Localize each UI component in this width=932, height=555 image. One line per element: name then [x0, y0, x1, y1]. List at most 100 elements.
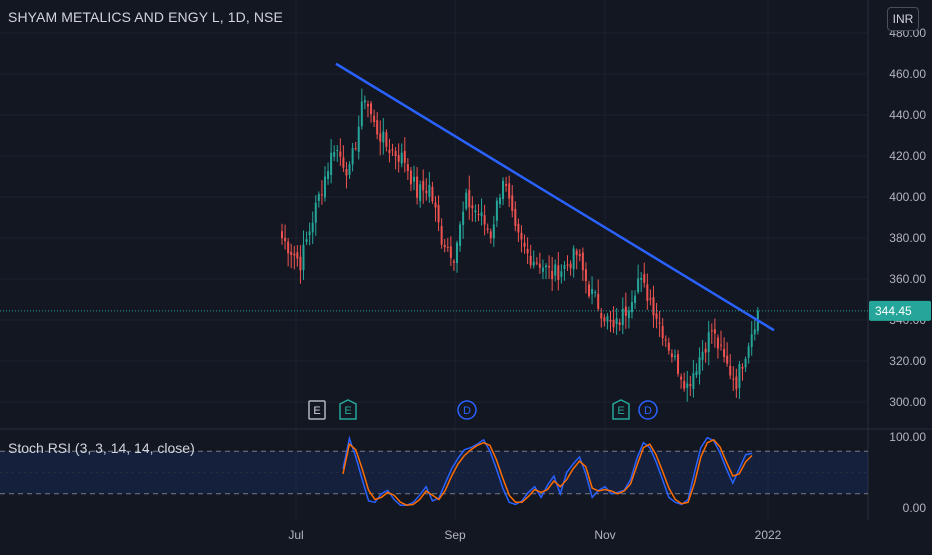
candle-body	[281, 231, 283, 239]
candle-body	[618, 322, 621, 325]
candle	[750, 321, 753, 356]
candle-body	[376, 120, 379, 135]
candle-body	[597, 293, 600, 309]
candle-body	[551, 270, 554, 280]
candle	[474, 204, 477, 222]
candle-body	[474, 210, 477, 213]
candle	[403, 137, 406, 173]
candle	[597, 279, 600, 312]
candle-body	[575, 250, 578, 256]
event-marker: E	[308, 400, 326, 420]
candle	[302, 230, 305, 280]
candle-body	[612, 319, 615, 328]
candle	[452, 259, 455, 271]
candle	[514, 201, 517, 232]
candle-body	[400, 152, 403, 164]
candle	[744, 356, 747, 372]
candles[interactable]	[281, 88, 759, 402]
candle-body	[462, 211, 465, 225]
price-tick-label: 380.00	[889, 231, 926, 245]
candle-body	[634, 295, 637, 304]
candle	[677, 349, 680, 377]
candle-body	[572, 248, 575, 270]
event-label: D	[463, 405, 471, 417]
price-tick-label: 320.00	[889, 354, 926, 368]
candle-body	[287, 241, 290, 254]
candle	[634, 290, 637, 309]
grid	[0, 0, 932, 520]
price-tick-label: 400.00	[889, 190, 926, 204]
event-label: E	[617, 405, 624, 417]
candle-body	[741, 367, 744, 369]
candle	[529, 244, 532, 269]
candle-body	[529, 255, 532, 266]
candle	[296, 245, 299, 267]
candle	[557, 252, 560, 291]
candle-body	[600, 312, 603, 319]
candle-body	[747, 346, 750, 358]
candle	[431, 181, 434, 205]
candle	[434, 196, 437, 222]
candle	[692, 359, 695, 398]
candle-body	[532, 261, 535, 266]
candle-body	[360, 101, 363, 127]
time-tick-label: Jul	[288, 528, 303, 542]
candle	[698, 347, 701, 385]
earnings-icon	[308, 400, 326, 420]
candle-body	[419, 184, 422, 202]
candle-body	[523, 242, 526, 247]
candle	[554, 259, 557, 282]
candle-body	[554, 264, 557, 276]
currency-button[interactable]: INR	[887, 7, 919, 31]
stoch-tick-label: 100.00	[889, 430, 926, 444]
candle-body	[744, 358, 747, 368]
candle	[720, 330, 723, 351]
candle-body	[323, 176, 326, 198]
candle	[483, 204, 486, 236]
stoch-tick-label: 0.00	[903, 501, 927, 515]
candle-body	[440, 226, 443, 245]
indicator-title[interactable]: Stoch RSI (3, 3, 14, 14, close)	[8, 440, 195, 456]
candle	[413, 165, 416, 191]
candle	[578, 249, 581, 262]
candle-body	[560, 271, 563, 277]
candle	[416, 167, 419, 205]
candle	[443, 239, 446, 253]
candle-body	[480, 212, 483, 217]
candle-body	[689, 384, 692, 387]
event-marker: D	[638, 400, 658, 420]
candle	[370, 100, 373, 123]
candle-body	[541, 267, 544, 272]
candle-body	[434, 202, 437, 208]
candle	[523, 234, 526, 254]
last-price-badge	[869, 300, 931, 321]
candle-body	[327, 171, 330, 179]
candle	[664, 335, 667, 348]
candle	[397, 143, 400, 173]
candle	[753, 317, 756, 341]
candle	[584, 262, 587, 294]
candle-body	[698, 357, 701, 375]
candle	[471, 196, 474, 222]
candle	[406, 158, 409, 180]
candle-body	[354, 148, 357, 150]
candle	[603, 314, 606, 327]
candle	[680, 373, 683, 389]
candle-body	[594, 292, 597, 294]
candle	[422, 169, 425, 204]
candle-body	[716, 337, 719, 349]
candle	[468, 175, 471, 220]
candle-body	[704, 348, 707, 353]
candle	[379, 120, 382, 156]
candle	[643, 262, 646, 288]
candle	[342, 145, 345, 172]
candle-body	[643, 274, 646, 283]
trendline[interactable]	[335, 62, 775, 332]
chart-title[interactable]: SHYAM METALICS AND ENGY L, 1D, NSE	[8, 9, 283, 25]
candle	[400, 143, 403, 168]
candle	[683, 372, 686, 392]
candle-body	[652, 297, 655, 316]
candle-body	[437, 205, 440, 223]
